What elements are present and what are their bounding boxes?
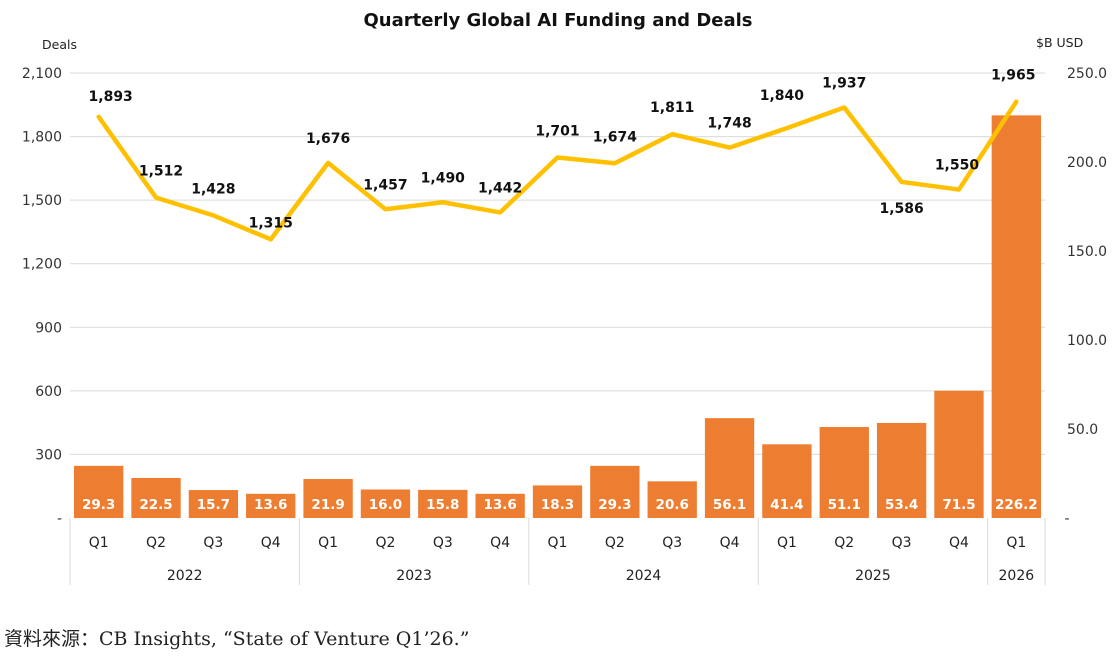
right-tick-label: 250.0 bbox=[1067, 66, 1107, 82]
bar-value-label: 226.2 bbox=[995, 497, 1038, 513]
deals-value-label: 1,893 bbox=[89, 89, 133, 105]
bar-value-label: 15.7 bbox=[197, 497, 230, 513]
deals-line bbox=[96, 99, 1019, 242]
bar bbox=[876, 422, 927, 518]
deals-value-label: 1,442 bbox=[478, 180, 522, 196]
bar bbox=[819, 427, 869, 518]
bar bbox=[762, 444, 812, 518]
chart-title: Quarterly Global AI Funding and Deals bbox=[363, 10, 752, 31]
deals-value-label: 1,550 bbox=[935, 158, 980, 174]
deals-value-label: 1,701 bbox=[535, 124, 579, 140]
bar-value-label: 13.6 bbox=[483, 497, 516, 513]
bar bbox=[934, 390, 984, 518]
bar-value-label: 13.6 bbox=[254, 497, 287, 513]
bar bbox=[647, 481, 697, 518]
bar-value-label: 53.4 bbox=[885, 497, 918, 513]
bar bbox=[590, 465, 640, 518]
bar bbox=[131, 477, 181, 518]
bar bbox=[188, 490, 239, 518]
right-tick-label: 100.0 bbox=[1067, 333, 1107, 349]
bar bbox=[418, 489, 468, 518]
quarter-label: Q3 bbox=[433, 535, 453, 551]
quarter-label: Q2 bbox=[375, 535, 395, 551]
bar-value-label: 21.9 bbox=[311, 497, 344, 513]
quarter-label: Q1 bbox=[318, 535, 338, 551]
source-note: 資料來源：CB Insights, “State of Venture Q1’2… bbox=[4, 628, 470, 650]
bar-value-label: 41.4 bbox=[770, 497, 803, 513]
left-tick-label: - bbox=[57, 511, 62, 527]
deals-value-label: 1,315 bbox=[249, 215, 293, 231]
deals-value-label: 1,490 bbox=[421, 170, 466, 186]
quarter-label: Q4 bbox=[720, 535, 740, 551]
right-tick-label: 50.0 bbox=[1067, 422, 1098, 438]
quarter-label: Q2 bbox=[605, 535, 625, 551]
left-tick-label: 2,100 bbox=[22, 66, 62, 82]
left-tick-label: 1,200 bbox=[22, 257, 62, 273]
right-tick-label: 200.0 bbox=[1067, 155, 1107, 171]
bar-value-label: 18.3 bbox=[541, 497, 574, 513]
quarter-label: Q2 bbox=[834, 535, 854, 551]
quarter-label: Q4 bbox=[490, 535, 510, 551]
bar-value-label: 71.5 bbox=[942, 497, 975, 513]
quarter-label: Q3 bbox=[662, 535, 682, 551]
bar bbox=[360, 489, 411, 518]
quarter-label: Q1 bbox=[1006, 535, 1026, 551]
left-axis-label: Deals bbox=[42, 37, 77, 52]
bar bbox=[704, 418, 755, 518]
quarter-label: Q2 bbox=[146, 535, 166, 551]
left-tick-label: 1,800 bbox=[22, 130, 62, 146]
bar-value-label: 15.8 bbox=[426, 497, 459, 513]
year-label: 2026 bbox=[999, 568, 1035, 584]
bar bbox=[475, 493, 525, 518]
deals-value-label: 1,937 bbox=[822, 76, 866, 92]
deals-value-label: 1,586 bbox=[879, 201, 923, 217]
bar bbox=[246, 493, 296, 518]
left-tick-label: 900 bbox=[35, 320, 62, 336]
right-axis-label: $B USD bbox=[1036, 35, 1083, 50]
right-tick-label: 150.0 bbox=[1067, 244, 1107, 260]
left-tick-label: 1,500 bbox=[22, 193, 62, 209]
quarter-label: Q4 bbox=[261, 535, 281, 551]
year-label: 2023 bbox=[396, 568, 432, 584]
deals-value-label: 1,512 bbox=[139, 164, 183, 180]
left-tick-label: 300 bbox=[35, 447, 62, 463]
left-tick-label: 600 bbox=[35, 384, 62, 400]
bar-value-label: 56.1 bbox=[713, 497, 746, 513]
right-tick-label: - bbox=[1064, 511, 1069, 527]
quarter-label: Q1 bbox=[548, 535, 568, 551]
deals-value-label: 1,965 bbox=[991, 68, 1035, 84]
bar bbox=[532, 485, 583, 518]
year-label: 2024 bbox=[626, 568, 662, 584]
deals-value-label: 1,748 bbox=[707, 116, 751, 132]
bar bbox=[991, 115, 1041, 518]
year-label: 2022 bbox=[167, 568, 203, 584]
bar-value-label: 16.0 bbox=[369, 497, 402, 513]
bar-value-label: 22.5 bbox=[139, 497, 172, 513]
deals-value-label: 1,811 bbox=[650, 100, 694, 116]
bar-value-label: 20.6 bbox=[656, 497, 689, 513]
deals-value-label: 1,840 bbox=[760, 88, 805, 104]
quarter-label: Q1 bbox=[89, 535, 109, 551]
quarter-label: Q1 bbox=[777, 535, 797, 551]
deals-value-label: 1,428 bbox=[191, 181, 235, 197]
quarter-label: Q3 bbox=[203, 535, 223, 551]
deals-value-label: 1,674 bbox=[593, 129, 638, 145]
year-label: 2025 bbox=[855, 568, 891, 584]
deals-value-label: 1,457 bbox=[363, 177, 407, 193]
quarter-label: Q4 bbox=[949, 535, 969, 551]
bar-value-label: 29.3 bbox=[598, 497, 631, 513]
bar-value-label: 51.1 bbox=[828, 497, 861, 513]
bar bbox=[74, 465, 124, 518]
bar bbox=[303, 479, 353, 518]
quarter-label: Q3 bbox=[892, 535, 912, 551]
deals-value-label: 1,676 bbox=[306, 131, 350, 147]
bar-value-label: 29.3 bbox=[82, 497, 115, 513]
